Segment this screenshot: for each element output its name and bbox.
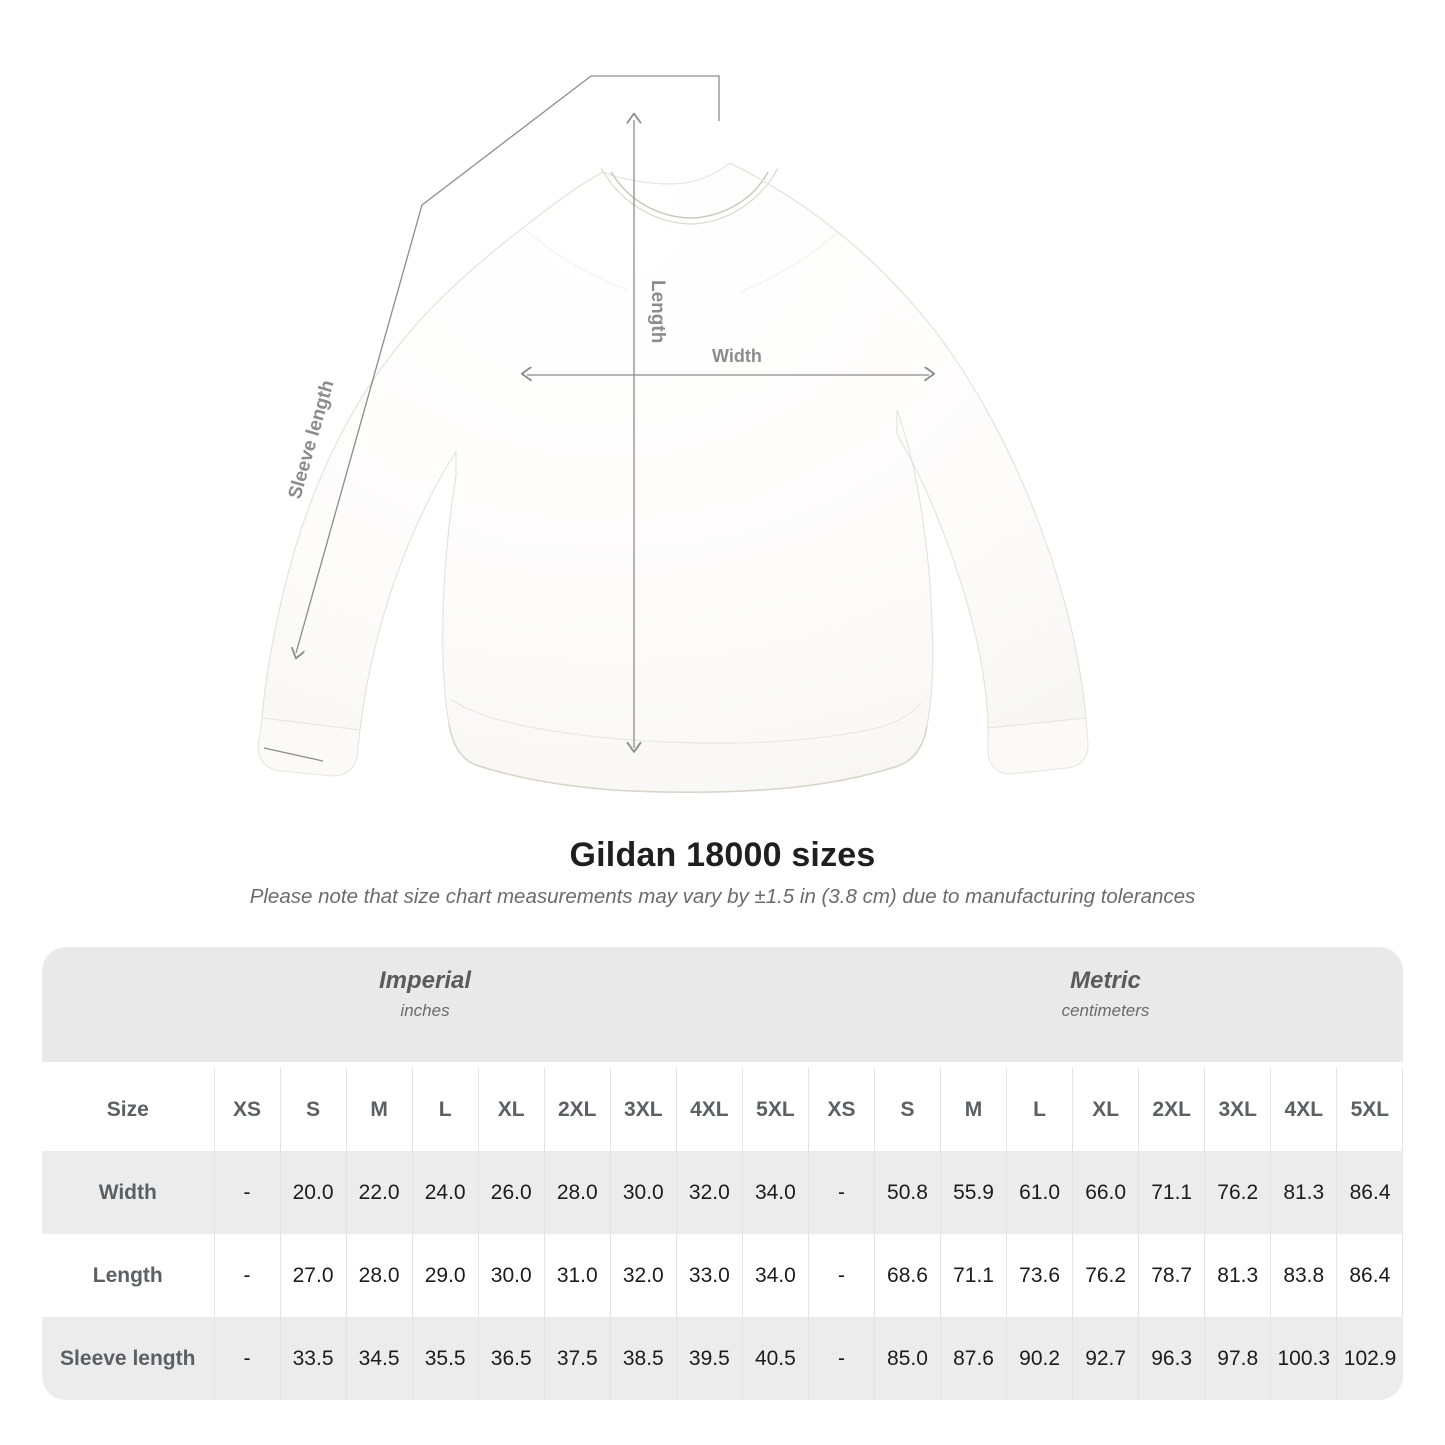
svg-text:Width: Width	[712, 346, 762, 366]
svg-text:Length: Length	[647, 280, 668, 343]
